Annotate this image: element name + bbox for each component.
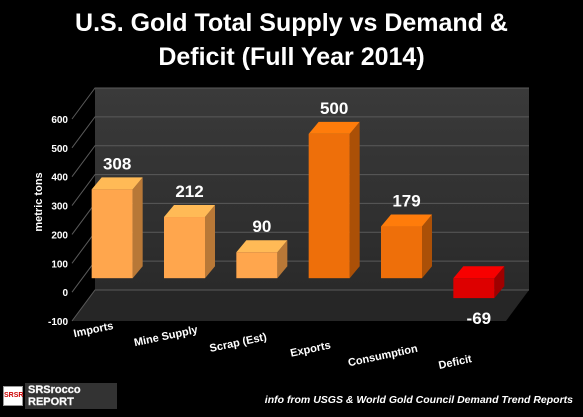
x-tick-label: Consumption (347, 343, 419, 370)
bar-mine-supply (164, 205, 215, 279)
data-label: -69 (467, 309, 492, 328)
data-label: 500 (320, 99, 348, 118)
chart-floor (72, 290, 529, 321)
bar-top (381, 214, 432, 227)
bar-front (381, 226, 422, 279)
logo-text-line-2: REPORT (28, 396, 74, 408)
x-tick-label: Imports (73, 320, 115, 340)
y-tick-label: 100 (51, 259, 68, 270)
gridline (71, 116, 529, 149)
bar-top (91, 177, 143, 190)
bar-top (164, 205, 215, 218)
y-tick-label: 400 (51, 173, 68, 184)
gridline (71, 87, 529, 120)
y-tick-label: 500 (51, 144, 68, 155)
x-tick-label: Mine Supply (133, 324, 200, 349)
bar-top (236, 240, 288, 253)
bar-imports (91, 177, 143, 279)
x-tick-label: Scrap (Est) (209, 331, 269, 355)
logo-mark-icon: SRSR (3, 386, 23, 406)
chart-title-line-2: Deficit (Full Year 2014) (158, 43, 425, 71)
y-tick-label: 300 (51, 202, 68, 213)
bar-top (308, 121, 360, 134)
data-label: 212 (175, 182, 203, 201)
y-tick-label: 600 (51, 115, 68, 126)
bar-side (277, 240, 288, 279)
bar-front (164, 217, 205, 279)
bar-side (132, 177, 143, 279)
bar-front (453, 278, 495, 299)
x-tick-label: Exports (289, 339, 332, 359)
gridline (71, 289, 529, 322)
logo-text-line-1: SRSrocco (28, 384, 81, 396)
bar-side (494, 266, 505, 299)
data-label: 179 (392, 192, 420, 211)
gridline (71, 145, 529, 178)
y-axis-label: metric tons (33, 172, 45, 231)
bar-consumption (381, 214, 432, 279)
bar-side (205, 205, 215, 279)
bar-front (308, 133, 350, 279)
data-label: 308 (103, 154, 131, 173)
x-tick-label: Deficit (438, 353, 474, 372)
bar-scrap-est (236, 240, 288, 279)
data-label: 90 (252, 217, 271, 236)
bar-top (453, 266, 505, 279)
bar-exports (308, 121, 360, 279)
bar-front (236, 252, 278, 279)
srsrocco-report-logo: SRSR SRSrocco REPORT (3, 381, 117, 413)
bar-deficit (453, 266, 505, 299)
chart-title: U.S. Gold Total Supply vs Demand & Defic… (0, 6, 583, 74)
y-tick-label: 200 (51, 230, 68, 241)
source-note: info from USGS & World Gold Council Dema… (264, 394, 573, 406)
bar-side (422, 214, 432, 279)
y-tick-label: -100 (48, 317, 68, 328)
bar-side (349, 121, 360, 279)
y-tick-label: 0 (62, 288, 68, 299)
chart-title-line-1: U.S. Gold Total Supply vs Demand & (75, 9, 508, 37)
gridline (71, 174, 529, 206)
bar-front (91, 189, 133, 279)
